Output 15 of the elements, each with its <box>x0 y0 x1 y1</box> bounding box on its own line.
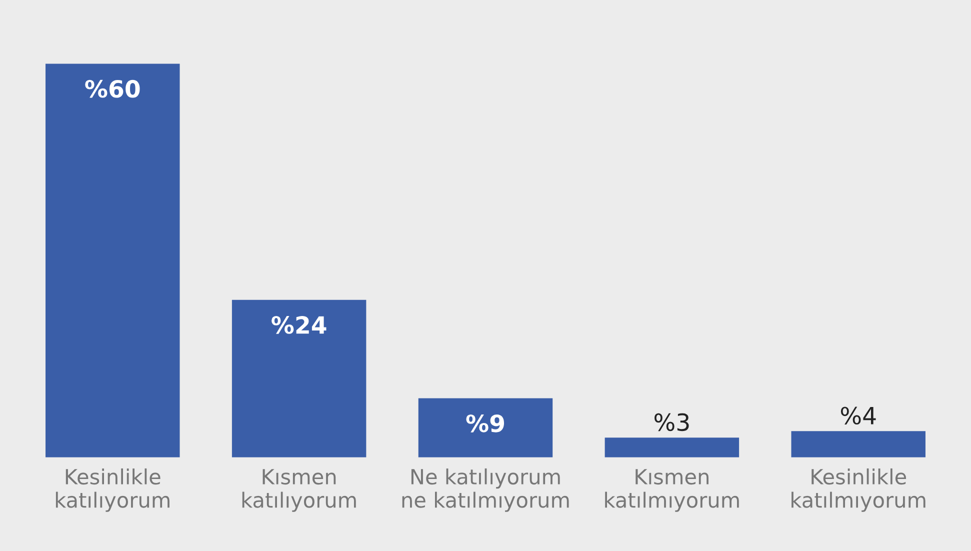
x-tick-label: Kısmen katılmıyorum <box>605 469 739 512</box>
x-tick-label: Kesinlikle katılmıyorum <box>792 468 926 512</box>
data-label: %9 <box>466 414 504 432</box>
bar <box>418 398 553 458</box>
data-label: %4 <box>840 406 876 425</box>
data-label: %60 <box>85 80 140 98</box>
bar <box>46 64 180 458</box>
bar <box>604 438 740 458</box>
data-label: %24 <box>272 316 326 334</box>
bar <box>791 431 926 458</box>
x-tick-label: Kesinlikle katılıyorum <box>56 468 170 512</box>
x-tick-label: Ne katılıyorum ne katılmıyorum <box>402 468 569 512</box>
data-label: %3 <box>654 413 689 432</box>
bar <box>232 300 366 458</box>
x-tick-label: Kısmen katılıyorum <box>242 469 356 512</box>
